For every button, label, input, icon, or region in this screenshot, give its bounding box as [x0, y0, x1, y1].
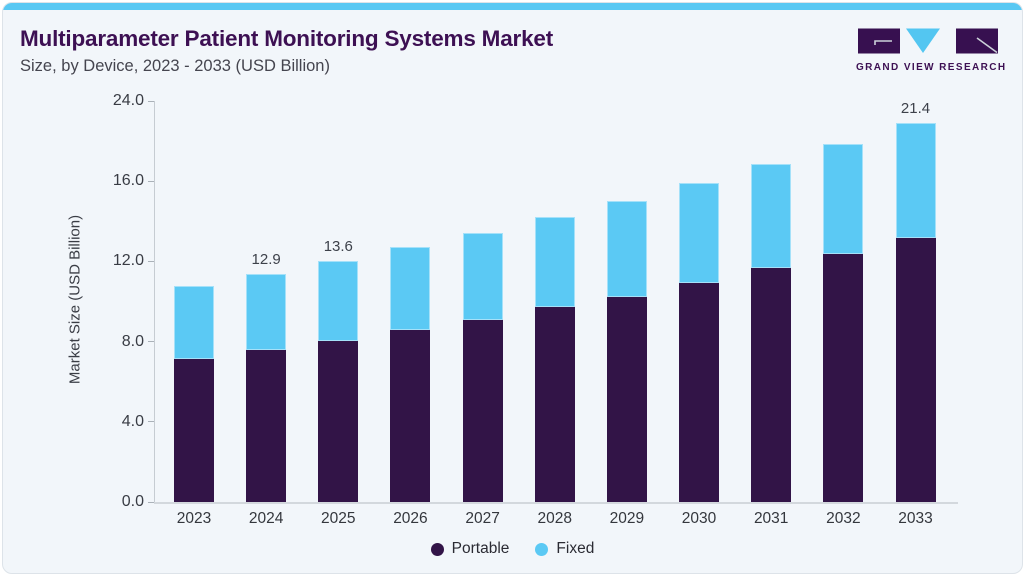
bar-2033-portable	[895, 238, 936, 502]
y-axis-title: Market Size (USD Billion)	[66, 214, 84, 385]
y-tick-mark	[148, 501, 154, 503]
y-tick-mark	[148, 421, 154, 423]
y-axis-line	[154, 101, 155, 502]
stacked-bar-chart: Market Size (USD Billion) 0.0 4.0 8.0 12.0 1…	[3, 3, 1022, 573]
bar-2026-fixed	[390, 247, 431, 331]
gvr-logo-text: GRAND VIEW RESEARCH	[856, 62, 1007, 73]
bar-2028-fixed	[534, 217, 575, 308]
x-axis-label-2025: 2025	[321, 510, 356, 527]
x-axis-label-2027: 2027	[465, 510, 500, 527]
page-subtitle: Size, by Device, 2023 - 2033 (USD Billio…	[20, 57, 330, 75]
bar-2024-portable	[246, 349, 287, 502]
y-tick-mark	[148, 260, 154, 262]
bar-2027-fixed	[462, 232, 503, 320]
bar-2027-portable	[462, 319, 503, 502]
bar-total-label-2033: 21.4	[900, 100, 931, 118]
page-title: Multiparameter Patient Monitoring System…	[20, 26, 554, 51]
y-tick-label: 16.0	[112, 172, 144, 190]
bar-2025-fixed	[318, 261, 359, 341]
bar-2023-fixed	[174, 286, 214, 359]
legend: Portable Fixed	[3, 540, 1022, 558]
bar-2028-portable	[534, 307, 575, 502]
bar-2031-fixed	[751, 163, 792, 269]
x-axis-label-2032: 2032	[826, 510, 861, 527]
x-axis-label-2031: 2031	[753, 510, 789, 527]
x-axis-label-2024: 2024	[248, 510, 284, 527]
bar-2024-fixed	[246, 273, 287, 350]
gvr-logo-icon	[858, 28, 998, 54]
bar-2033-fixed	[895, 123, 936, 239]
bar-2023-portable	[174, 358, 214, 502]
x-axis-label-2026: 2026	[393, 510, 428, 527]
x-axis-line	[154, 502, 958, 504]
y-tick-label: 12.0	[112, 252, 144, 270]
x-axis-label-2023: 2023	[176, 510, 212, 527]
bar-2032-portable	[823, 254, 864, 502]
bar-2025-portable	[318, 340, 359, 502]
x-axis-label-2033: 2033	[898, 510, 933, 527]
x-axis-label-2029: 2029	[609, 510, 645, 527]
bar-2030-fixed	[679, 183, 720, 283]
x-axis-label-2030: 2030	[681, 510, 717, 527]
y-tick-label: 24.0	[112, 92, 144, 109]
legend-label-portable: Portable	[451, 540, 510, 557]
gvr-logo: GRAND VIEW RESEARCH	[856, 28, 1007, 73]
bar-2026-portable	[390, 330, 431, 502]
legend-dot-fixed	[535, 542, 549, 556]
y-tick-mark	[148, 100, 154, 102]
bar-2029-portable	[606, 296, 647, 502]
bar-total-label-2024: 12.9	[251, 250, 281, 268]
y-tick-label: 0.0	[121, 493, 144, 510]
legend-dot-portable	[430, 542, 444, 556]
x-axis-label-2028: 2028	[537, 510, 572, 527]
bar-2032-fixed	[823, 144, 864, 255]
legend-item-portable: Portable	[430, 540, 510, 558]
top-accent-bar	[3, 3, 1022, 10]
bar-total-label-2025: 13.6	[323, 238, 353, 256]
legend-item-fixed: Fixed	[535, 540, 594, 558]
y-tick-label: 4.0	[121, 412, 144, 430]
y-tick-mark	[148, 180, 154, 182]
bar-2030-portable	[679, 282, 720, 502]
bar-2031-portable	[751, 268, 792, 502]
y-tick-mark	[148, 341, 154, 343]
bar-2029-fixed	[606, 201, 647, 297]
legend-label-fixed: Fixed	[556, 540, 595, 557]
y-tick-label: 8.0	[121, 332, 144, 350]
